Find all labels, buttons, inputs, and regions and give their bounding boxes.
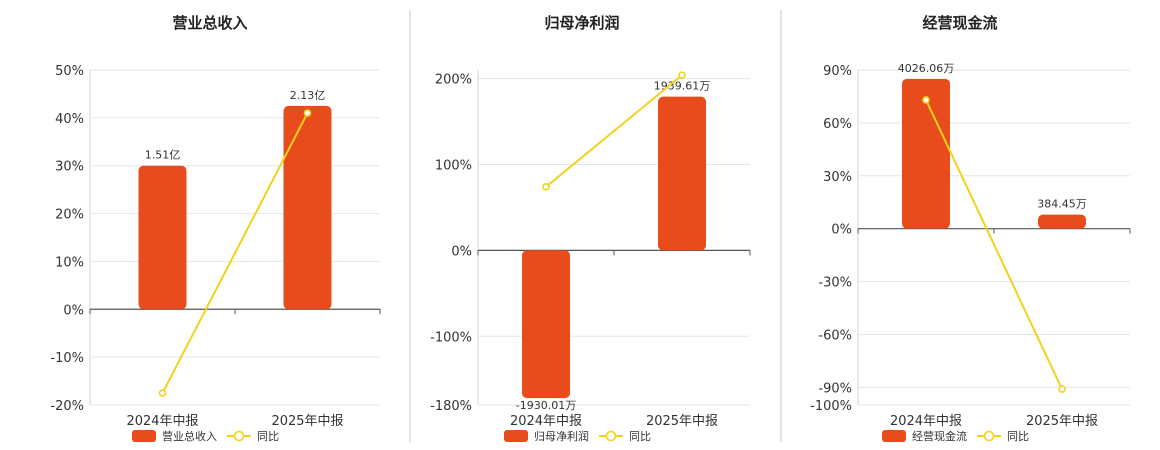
bar[interactable] xyxy=(138,165,187,310)
y-tick-label: -10% xyxy=(50,351,84,366)
bar[interactable] xyxy=(522,250,570,399)
legend-bar-swatch xyxy=(882,430,906,442)
yoy-line xyxy=(545,74,683,188)
bar[interactable] xyxy=(1038,214,1086,229)
yoy-point[interactable] xyxy=(158,389,167,397)
x-category-label: 2025年中报 xyxy=(646,414,718,429)
legend-bar-label: 归母净利润 xyxy=(534,429,589,443)
y-tick-label: 20% xyxy=(55,208,84,223)
x-category-label: 2025年中报 xyxy=(271,414,343,429)
legend-line-label: 同比 xyxy=(1007,430,1029,443)
yoy-point[interactable] xyxy=(1058,385,1066,393)
y-tick-label: 0% xyxy=(63,303,84,318)
bar-data-label: 1939.61万 xyxy=(654,80,711,93)
bar-data-label: 384.45万 xyxy=(1037,198,1087,211)
y-tick-label: 60% xyxy=(823,117,852,132)
legend-line-label: 同比 xyxy=(629,430,651,443)
bar[interactable] xyxy=(283,105,332,310)
chart-title: 经营现金流 xyxy=(922,14,997,32)
legend-bar-swatch xyxy=(504,430,528,442)
chart-panel-3: 经营现金流 -100% -90% -60% -30% 0% 30% 60% 90% 4026.06… xyxy=(810,14,1131,443)
x-category-label: 2025年中报 xyxy=(1026,414,1098,429)
bar-data-label: -1930.01万 xyxy=(516,399,576,412)
legend-bar-label: 经营现金流 xyxy=(912,429,967,443)
y-tick-label: 100% xyxy=(435,158,472,173)
y-tick-label: -100% xyxy=(430,330,472,345)
yoy-line xyxy=(161,112,309,394)
legend-bar-swatch xyxy=(132,430,156,442)
yoy-line xyxy=(925,99,1063,390)
bar[interactable] xyxy=(902,78,950,229)
x-category-label: 2024年中报 xyxy=(890,414,962,429)
legend-line-label: 同比 xyxy=(257,430,279,443)
legend-line-marker xyxy=(983,430,995,442)
legend-bar-label: 营业总收入 xyxy=(162,429,217,443)
y-tick-label: 200% xyxy=(435,73,472,88)
chart-title: 归母净利润 xyxy=(544,14,619,32)
y-tick-label: -20% xyxy=(50,399,84,414)
chart-panel-2: 归母净利润 -180% -100% 0% 100% 200% -1930.01万 2024年中… xyxy=(430,14,751,443)
legend-line-marker xyxy=(605,430,617,442)
bar-data-label: 2.13亿 xyxy=(290,89,326,102)
bar-data-label: 4026.06万 xyxy=(898,62,955,75)
y-tick-label: 10% xyxy=(55,255,84,270)
y-tick-label: 30% xyxy=(823,170,852,185)
legend-line-marker xyxy=(233,430,245,442)
y-tick-label: -90% xyxy=(818,381,852,396)
bar-data-label: 1.51亿 xyxy=(145,149,181,162)
x-category-label: 2024年中报 xyxy=(126,414,198,429)
yoy-point[interactable] xyxy=(678,71,686,79)
y-tick-label: -30% xyxy=(818,276,852,291)
y-tick-label: 50% xyxy=(55,64,84,79)
bar[interactable] xyxy=(658,96,706,251)
y-tick-label: 0% xyxy=(451,244,472,259)
x-category-label: 2024年中报 xyxy=(510,414,582,429)
y-tick-label: 30% xyxy=(55,160,84,175)
chart-title: 营业总收入 xyxy=(172,14,247,32)
y-tick-label: 90% xyxy=(823,64,852,79)
y-tick-label: 40% xyxy=(55,112,84,127)
chart-panel-1: 营业总收入 -20% -10% 0% 10% 20% 30% 40% 50% 1.51亿 2024年… xyxy=(50,14,381,443)
y-tick-label: -60% xyxy=(818,328,852,343)
y-tick-label: -180% xyxy=(430,399,472,414)
yoy-point[interactable] xyxy=(542,183,550,191)
y-tick-label: 0% xyxy=(831,223,852,238)
yoy-point[interactable] xyxy=(303,109,312,117)
yoy-point[interactable] xyxy=(922,96,930,104)
y-tick-label: -100% xyxy=(810,399,852,414)
